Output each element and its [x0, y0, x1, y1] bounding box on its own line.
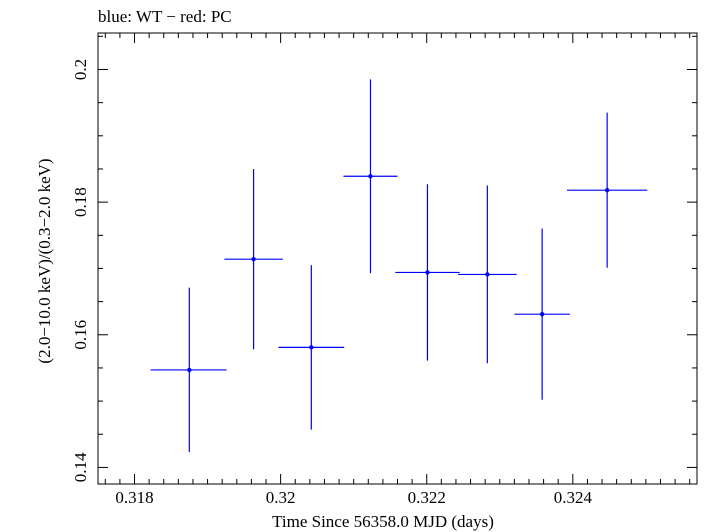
data-point — [566, 112, 648, 268]
axis-tick-labels: 0.318 0.32 0.322 0.324 0.14 0.16 0.18 0.2 — [71, 59, 592, 507]
chart-title: blue: WT − red: PC — [98, 7, 232, 26]
y-tick-label: 0.14 — [71, 452, 90, 482]
point-marker — [604, 187, 610, 193]
data-point — [278, 265, 345, 430]
data-point — [150, 287, 227, 453]
data-point — [458, 185, 517, 364]
data-points — [150, 79, 648, 453]
x-tick-label: 0.322 — [408, 488, 446, 507]
y-axis-label: (2.0−10.0 keV)/(0.3−2.0 keV) — [35, 158, 54, 363]
x-tick-label: 0.318 — [115, 488, 153, 507]
data-point — [343, 79, 398, 274]
x-axis-label: Time Since 56358.0 MJD (days) — [272, 512, 494, 531]
point-marker — [368, 174, 373, 179]
x-tick-label: 0.324 — [554, 488, 593, 507]
data-point — [395, 184, 460, 361]
data-point — [514, 228, 570, 400]
point-marker — [251, 256, 256, 262]
point-marker — [425, 270, 430, 275]
x-tick-label: 0.32 — [266, 488, 296, 507]
point-marker — [539, 312, 545, 317]
point-marker — [187, 367, 192, 373]
y-tick-label: 0.18 — [71, 187, 90, 217]
point-marker — [309, 345, 314, 350]
point-marker — [485, 272, 490, 277]
y-tick-label: 0.16 — [71, 320, 90, 350]
y-tick-label: 0.2 — [71, 59, 90, 80]
data-point — [224, 168, 283, 350]
axis-ticks — [98, 33, 697, 484]
